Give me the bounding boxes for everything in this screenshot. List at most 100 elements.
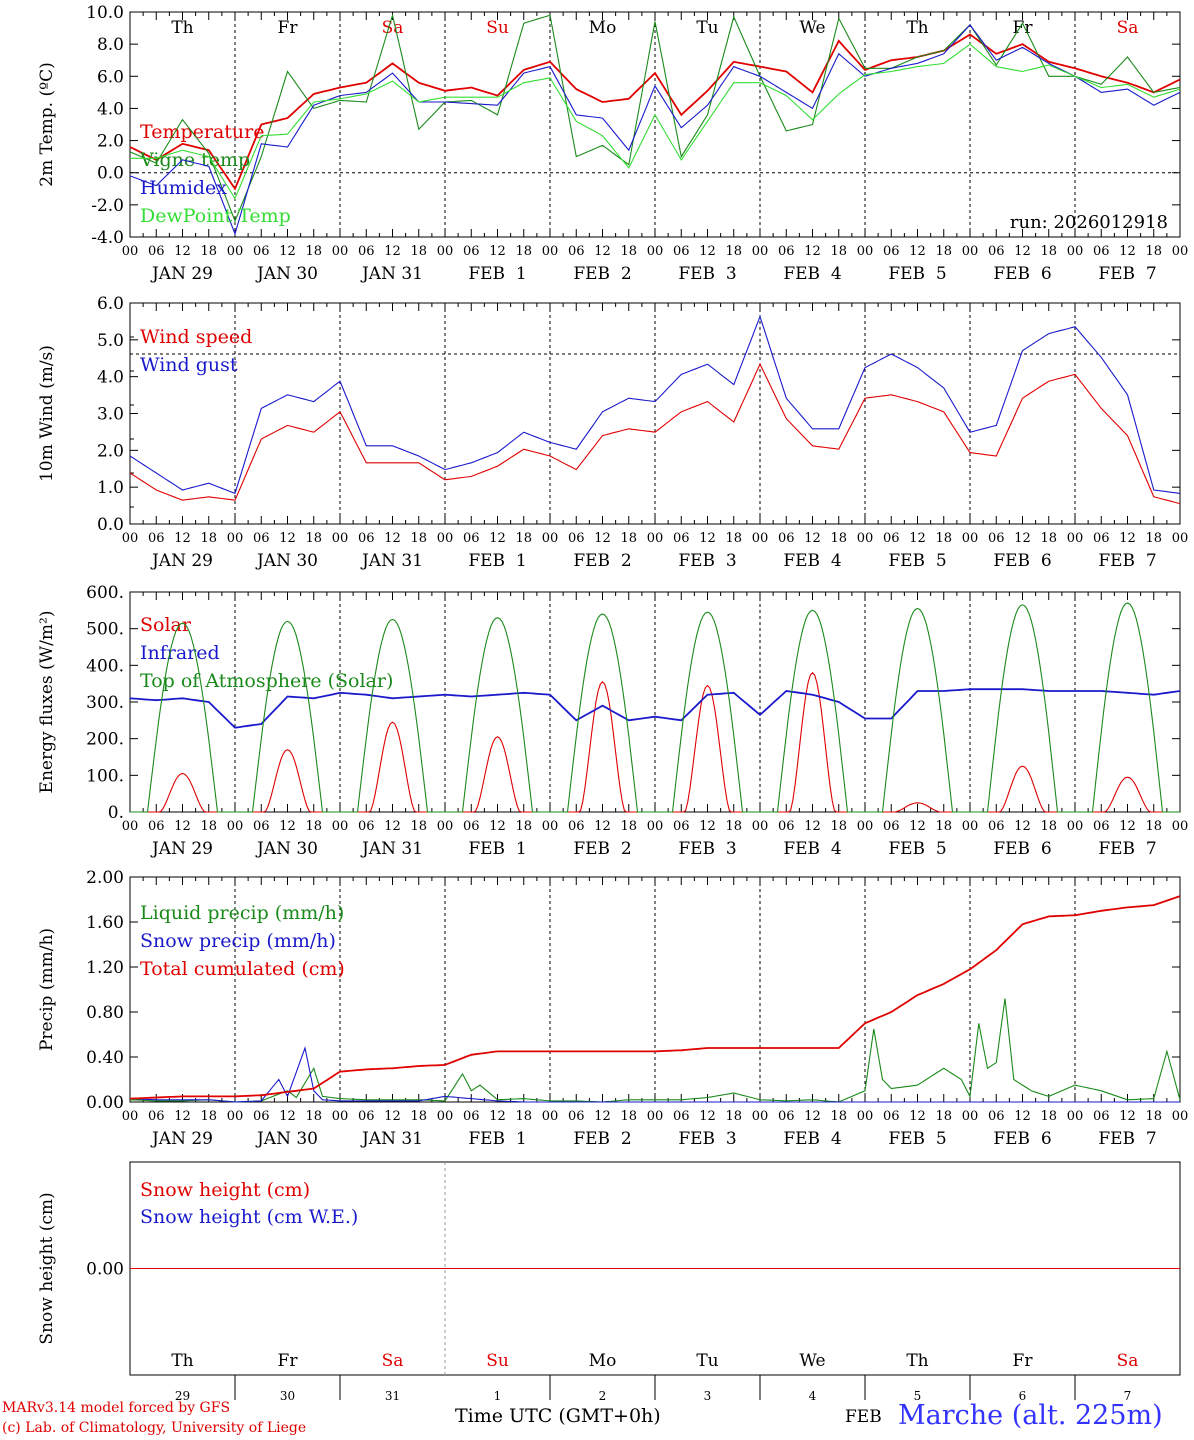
energy-hour-label: 18 xyxy=(725,819,742,834)
temp-ytick-label: 4.0 xyxy=(97,99,124,119)
temp-date-label: FEB 3 xyxy=(678,264,736,284)
precip-hour-label: 06 xyxy=(253,1109,270,1124)
energy-date-label: FEB 2 xyxy=(573,839,631,859)
snow-day-name: Tu xyxy=(696,1351,718,1371)
energy-hour-label: 12 xyxy=(909,819,926,834)
energy-hour-label: 18 xyxy=(305,819,322,834)
snow-day-number: 5 xyxy=(914,1389,922,1403)
energy-legend-2: Top of Atmosphere (Solar) xyxy=(140,670,393,692)
precip-hour-label: 12 xyxy=(594,1109,611,1124)
precip-legend-2: Total cumulated (cm) xyxy=(140,958,345,980)
wind-legend-1: Wind gust xyxy=(140,354,238,376)
temp-ytick-label: 2.0 xyxy=(97,132,124,152)
wind-hour-label: 06 xyxy=(1093,531,1110,546)
energy-series-1 xyxy=(129,688,1181,729)
energy-hour-label: 00 xyxy=(857,819,874,834)
temp-ytick-label: 8.0 xyxy=(97,35,124,55)
precip-hour-label: 00 xyxy=(1172,1109,1189,1124)
temp-day-name: Tu xyxy=(696,18,718,38)
energy-date-label: JAN 30 xyxy=(255,839,318,859)
precip-date-label: JAN 29 xyxy=(150,1129,213,1149)
temp-day-name: Sa xyxy=(1117,18,1139,38)
energy-hour-label: 12 xyxy=(1119,819,1136,834)
temp-day-name: Mo xyxy=(589,18,617,38)
temp-legend-2: Humidex xyxy=(140,177,227,199)
precip-hour-label: 06 xyxy=(148,1109,165,1124)
temp-hour-label: 06 xyxy=(568,244,585,259)
energy-hour-label: 12 xyxy=(804,819,821,834)
energy-date-label: JAN 29 xyxy=(150,839,213,859)
temp-hour-label: 12 xyxy=(384,244,401,259)
precip-hour-label: 18 xyxy=(725,1109,742,1124)
precip-legend-0: Liquid precip (mm/h) xyxy=(140,902,344,924)
precip-hour-label: 00 xyxy=(1067,1109,1084,1124)
wind-hour-label: 06 xyxy=(883,531,900,546)
temp-date-label: FEB 2 xyxy=(573,264,631,284)
snow-day-name: Th xyxy=(906,1351,928,1371)
temp-hour-label: 12 xyxy=(1014,244,1031,259)
precip-hour-label: 00 xyxy=(752,1109,769,1124)
precip-hour-label: 12 xyxy=(909,1109,926,1124)
snow-day-name: Sa xyxy=(1117,1351,1139,1371)
precip-hour-label: 12 xyxy=(1119,1109,1136,1124)
precip-hour-label: 06 xyxy=(568,1109,585,1124)
precip-hour-label: 18 xyxy=(305,1109,322,1124)
energy-hour-label: 18 xyxy=(410,819,427,834)
wind-hour-label: 00 xyxy=(1067,531,1084,546)
precip-ytick-label: 0.80 xyxy=(86,1003,124,1023)
wind-ytick-label: 2.0 xyxy=(97,441,124,461)
snow-day-name: Th xyxy=(171,1351,193,1371)
temp-hour-label: 00 xyxy=(1067,244,1084,259)
snow-day-number: 4 xyxy=(809,1389,817,1403)
precip-hour-label: 18 xyxy=(935,1109,952,1124)
temp-hour-label: 00 xyxy=(542,244,559,259)
precip-ytick-label: 0.00 xyxy=(86,1093,124,1113)
wind-hour-label: 18 xyxy=(935,531,952,546)
wind-date-label: FEB 3 xyxy=(678,551,736,571)
temp-hour-label: 12 xyxy=(699,244,716,259)
wind-date-label: FEB 7 xyxy=(1098,551,1156,571)
temp-hour-label: 00 xyxy=(857,244,874,259)
energy-hour-label: 18 xyxy=(200,819,217,834)
precip-hour-label: 12 xyxy=(489,1109,506,1124)
snow-day-number: 6 xyxy=(1019,1389,1027,1403)
wind-hour-label: 00 xyxy=(332,531,349,546)
wind-ytick-label: 4.0 xyxy=(97,368,124,388)
temp-hour-label: 12 xyxy=(279,244,296,259)
wind-date-label: JAN 30 xyxy=(255,551,318,571)
precip-hour-label: 06 xyxy=(358,1109,375,1124)
energy-hour-label: 18 xyxy=(1040,819,1057,834)
temp-hour-label: 00 xyxy=(962,244,979,259)
temp-day-name: Fr xyxy=(1013,18,1034,38)
snow-day-name: Fr xyxy=(278,1351,299,1371)
precip-ytick-label: 0.40 xyxy=(86,1048,124,1068)
temp-series-3 xyxy=(130,43,1181,200)
wind-hour-label: 00 xyxy=(1172,531,1189,546)
temp-date-label: JAN 29 xyxy=(150,264,213,284)
wind-hour-label: 00 xyxy=(122,531,139,546)
precip-hour-label: 12 xyxy=(1014,1109,1031,1124)
energy-date-label: FEB 6 xyxy=(993,839,1051,859)
temp-series-2 xyxy=(129,24,1181,236)
energy-ytick-label: 100. xyxy=(86,766,124,786)
temp-hour-label: 00 xyxy=(227,244,244,259)
energy-hour-label: 00 xyxy=(752,819,769,834)
precip-hour-label: 06 xyxy=(673,1109,690,1124)
energy-ytick-label: 0. xyxy=(108,803,124,823)
precip-hour-label: 00 xyxy=(227,1109,244,1124)
precip-hour-label: 18 xyxy=(620,1109,637,1124)
precip-hour-label: 12 xyxy=(699,1109,716,1124)
temp-date-label: FEB 7 xyxy=(1098,264,1156,284)
energy-ytick-label: 600. xyxy=(86,583,124,603)
temp-hour-label: 06 xyxy=(253,244,270,259)
precip-hour-label: 12 xyxy=(804,1109,821,1124)
snow-day-name: We xyxy=(799,1351,825,1371)
temp-hour-label: 18 xyxy=(1145,244,1162,259)
energy-hour-label: 00 xyxy=(962,819,979,834)
snow-day-number: 3 xyxy=(704,1389,712,1403)
energy-ytick-label: 200. xyxy=(86,730,124,750)
temp-hour-label: 18 xyxy=(935,244,952,259)
precip-hour-label: 18 xyxy=(1040,1109,1057,1124)
precip-hour-label: 18 xyxy=(515,1109,532,1124)
